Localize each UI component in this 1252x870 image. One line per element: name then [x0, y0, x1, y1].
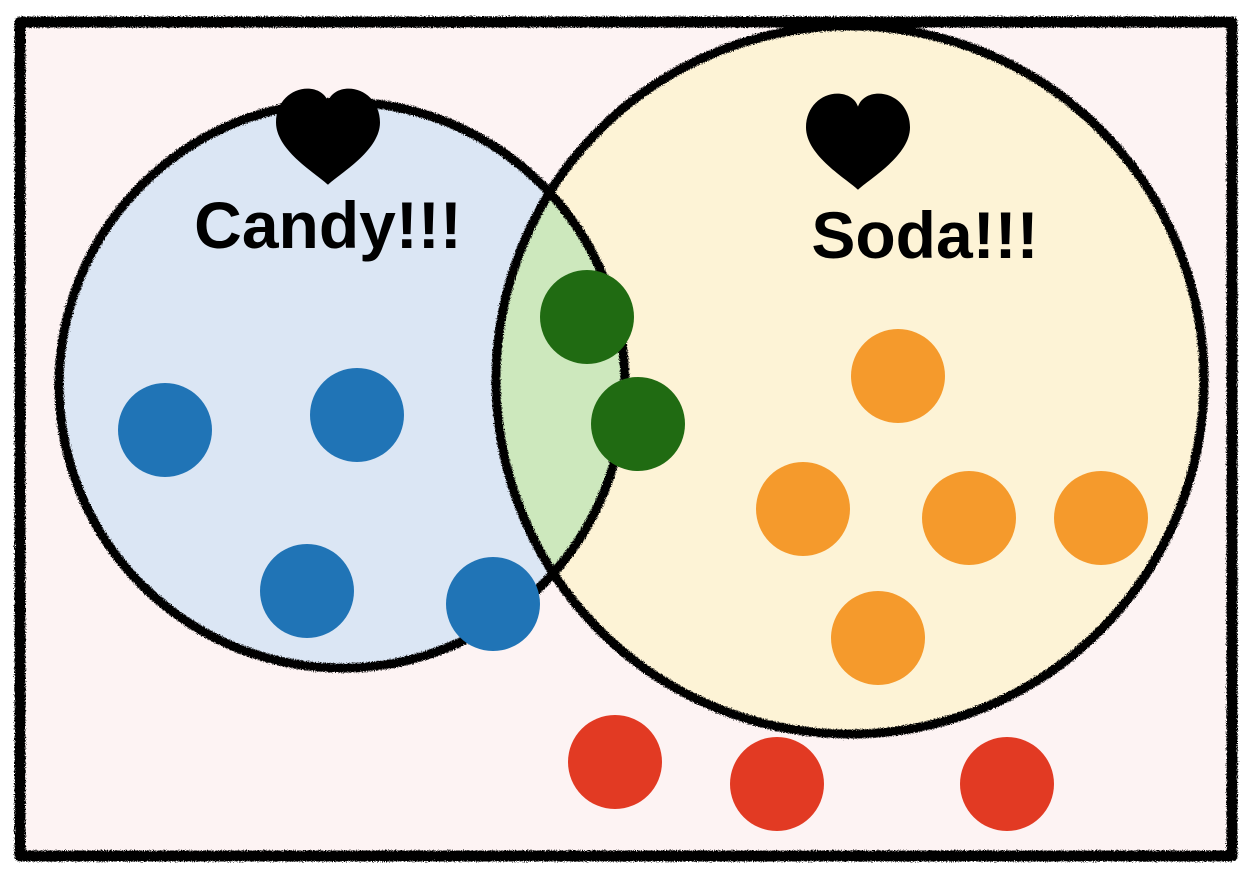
heart-icon: [806, 93, 910, 190]
candy-only-dot: [310, 368, 404, 462]
candy-set-label: Candy!!!: [194, 188, 462, 262]
soda-only-dot: [1054, 471, 1148, 565]
neither-dot: [960, 737, 1054, 831]
candy-only-dot: [260, 544, 354, 638]
heart-icon: [276, 88, 380, 185]
both-dot: [540, 270, 634, 364]
dots-layer: [118, 270, 1148, 831]
neither-dot: [568, 715, 662, 809]
soda-only-dot: [831, 591, 925, 685]
soda-set-fill: [496, 26, 1204, 734]
candy-only-dot: [118, 383, 212, 477]
candy-only-dot: [446, 557, 540, 651]
both-dot: [591, 377, 685, 471]
soda-only-dot: [922, 471, 1016, 565]
soda-only-dot: [756, 462, 850, 556]
soda-set-outline: [491, 21, 1209, 739]
universe-frame: [14, 16, 1238, 862]
soda-set-label: Soda!!!: [811, 198, 1038, 272]
neither-dot: [730, 737, 824, 831]
soda-only-dot: [851, 329, 945, 423]
